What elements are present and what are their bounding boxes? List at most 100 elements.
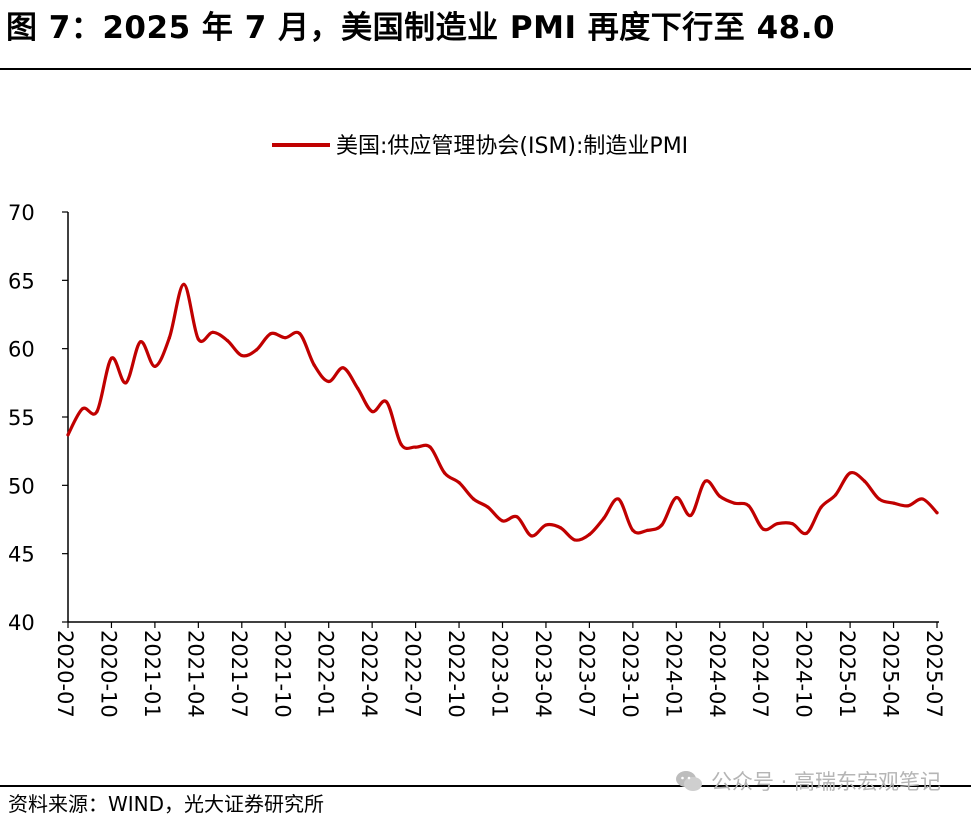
data-point xyxy=(747,504,751,508)
data-point xyxy=(443,471,447,475)
data-point xyxy=(660,523,664,527)
x-tick-label: 2020-10 xyxy=(96,630,120,718)
data-point xyxy=(631,528,635,533)
title-divider xyxy=(0,68,971,70)
x-tick-label: 2021-07 xyxy=(227,630,251,718)
data-point xyxy=(428,445,432,449)
data-point xyxy=(616,497,621,501)
data-point xyxy=(327,379,331,384)
data-point xyxy=(515,515,519,519)
data-point xyxy=(529,534,534,538)
data-point xyxy=(182,282,186,286)
x-tick-label: 2024-04 xyxy=(705,630,729,718)
data-point xyxy=(283,336,287,340)
data-point xyxy=(761,527,765,531)
x-tick-label: 2021-10 xyxy=(270,630,294,718)
data-point xyxy=(399,442,403,446)
data-point xyxy=(544,523,548,527)
data-point xyxy=(356,386,360,390)
data-point xyxy=(703,479,707,483)
y-tick-label: 70 xyxy=(8,201,35,225)
data-point xyxy=(66,433,70,437)
x-tick-label: 2022-07 xyxy=(401,630,425,718)
data-point xyxy=(312,363,316,367)
data-point xyxy=(269,332,273,336)
figure-title: 图 7：2025 年 7 月，美国制造业 PMI 再度下行至 48.0 xyxy=(6,10,836,46)
data-point xyxy=(819,505,823,509)
x-tick-label: 2021-01 xyxy=(140,630,164,718)
x-tick-label: 2023-10 xyxy=(618,630,642,718)
data-point xyxy=(254,348,258,352)
data-point xyxy=(863,479,867,483)
x-axis-ticks: 2020-07 2020-10 2021-01 2021-04 2021-07 2021-… xyxy=(53,622,946,718)
data-point xyxy=(906,504,910,508)
data-point xyxy=(471,497,476,501)
data-point xyxy=(95,409,99,414)
data-point xyxy=(718,494,722,498)
x-tick-label: 2025-04 xyxy=(879,630,903,718)
legend-label: 美国:供应管理协会(ISM):制造业PMI xyxy=(336,134,688,159)
y-axis-ticks: 40 45 50 55 60 65 70 xyxy=(8,201,68,635)
data-point xyxy=(109,356,114,360)
x-tick-label: 2022-04 xyxy=(357,630,381,718)
y-tick-label: 50 xyxy=(8,474,35,498)
data-point xyxy=(457,481,461,485)
watermark: 公众号 · 高瑞东宏观笔记 xyxy=(675,766,941,796)
data-point xyxy=(80,407,85,411)
data-point xyxy=(385,400,389,404)
watermark-text: 公众号 · 高瑞东宏观笔记 xyxy=(710,770,941,794)
data-point xyxy=(341,366,345,370)
data-point xyxy=(500,519,505,523)
data-point xyxy=(124,381,128,385)
data-point xyxy=(776,522,780,526)
data-point xyxy=(138,340,142,344)
source-note: 资料来源：WIND，光大证券研究所 xyxy=(8,792,325,816)
x-tick-label: 2021-04 xyxy=(183,630,207,718)
x-tick-label: 2025-07 xyxy=(922,630,946,718)
x-tick-label: 2023-07 xyxy=(574,630,598,718)
data-points xyxy=(66,282,939,542)
axes xyxy=(67,212,939,623)
data-point xyxy=(790,522,794,526)
data-point xyxy=(558,526,563,530)
x-tick-label: 2025-01 xyxy=(835,630,859,718)
data-point xyxy=(587,532,592,537)
data-point xyxy=(920,497,925,501)
data-point xyxy=(240,353,244,358)
y-tick-label: 55 xyxy=(8,406,35,430)
footer-divider xyxy=(0,785,971,787)
data-point xyxy=(848,471,852,475)
x-tick-label: 2022-01 xyxy=(314,630,338,718)
data-point xyxy=(602,516,606,520)
x-tick-label: 2024-10 xyxy=(792,630,816,718)
data-point xyxy=(805,531,809,535)
data-point xyxy=(834,493,838,497)
y-tick-label: 60 xyxy=(8,338,35,362)
data-point xyxy=(225,338,229,343)
data-point xyxy=(370,409,374,414)
x-tick-label: 2024-01 xyxy=(661,630,685,718)
y-tick-label: 40 xyxy=(8,611,35,635)
data-point xyxy=(486,505,490,509)
data-point xyxy=(732,501,736,505)
data-point xyxy=(153,364,157,368)
data-point xyxy=(196,337,200,341)
x-tick-label: 2020-07 xyxy=(53,630,77,718)
data-point xyxy=(674,496,678,500)
data-point xyxy=(689,513,693,518)
data-point xyxy=(891,501,896,505)
data-point xyxy=(211,330,215,334)
pmi-line-chart: 美国:供应管理协会(ISM):制造业PMI 40 45 50 55 60 65 70 202… xyxy=(8,134,946,718)
data-point xyxy=(167,336,171,340)
series-line-ism-pmi xyxy=(66,282,939,542)
x-tick-label: 2022-10 xyxy=(444,630,468,718)
x-tick-label: 2023-04 xyxy=(531,630,555,718)
data-point xyxy=(573,538,577,542)
x-tick-label: 2023-01 xyxy=(488,630,512,718)
data-point xyxy=(645,528,649,533)
y-tick-label: 65 xyxy=(8,269,35,293)
data-point xyxy=(414,445,418,449)
data-point xyxy=(877,497,881,501)
data-point xyxy=(935,511,939,515)
wechat-icon xyxy=(675,771,702,791)
